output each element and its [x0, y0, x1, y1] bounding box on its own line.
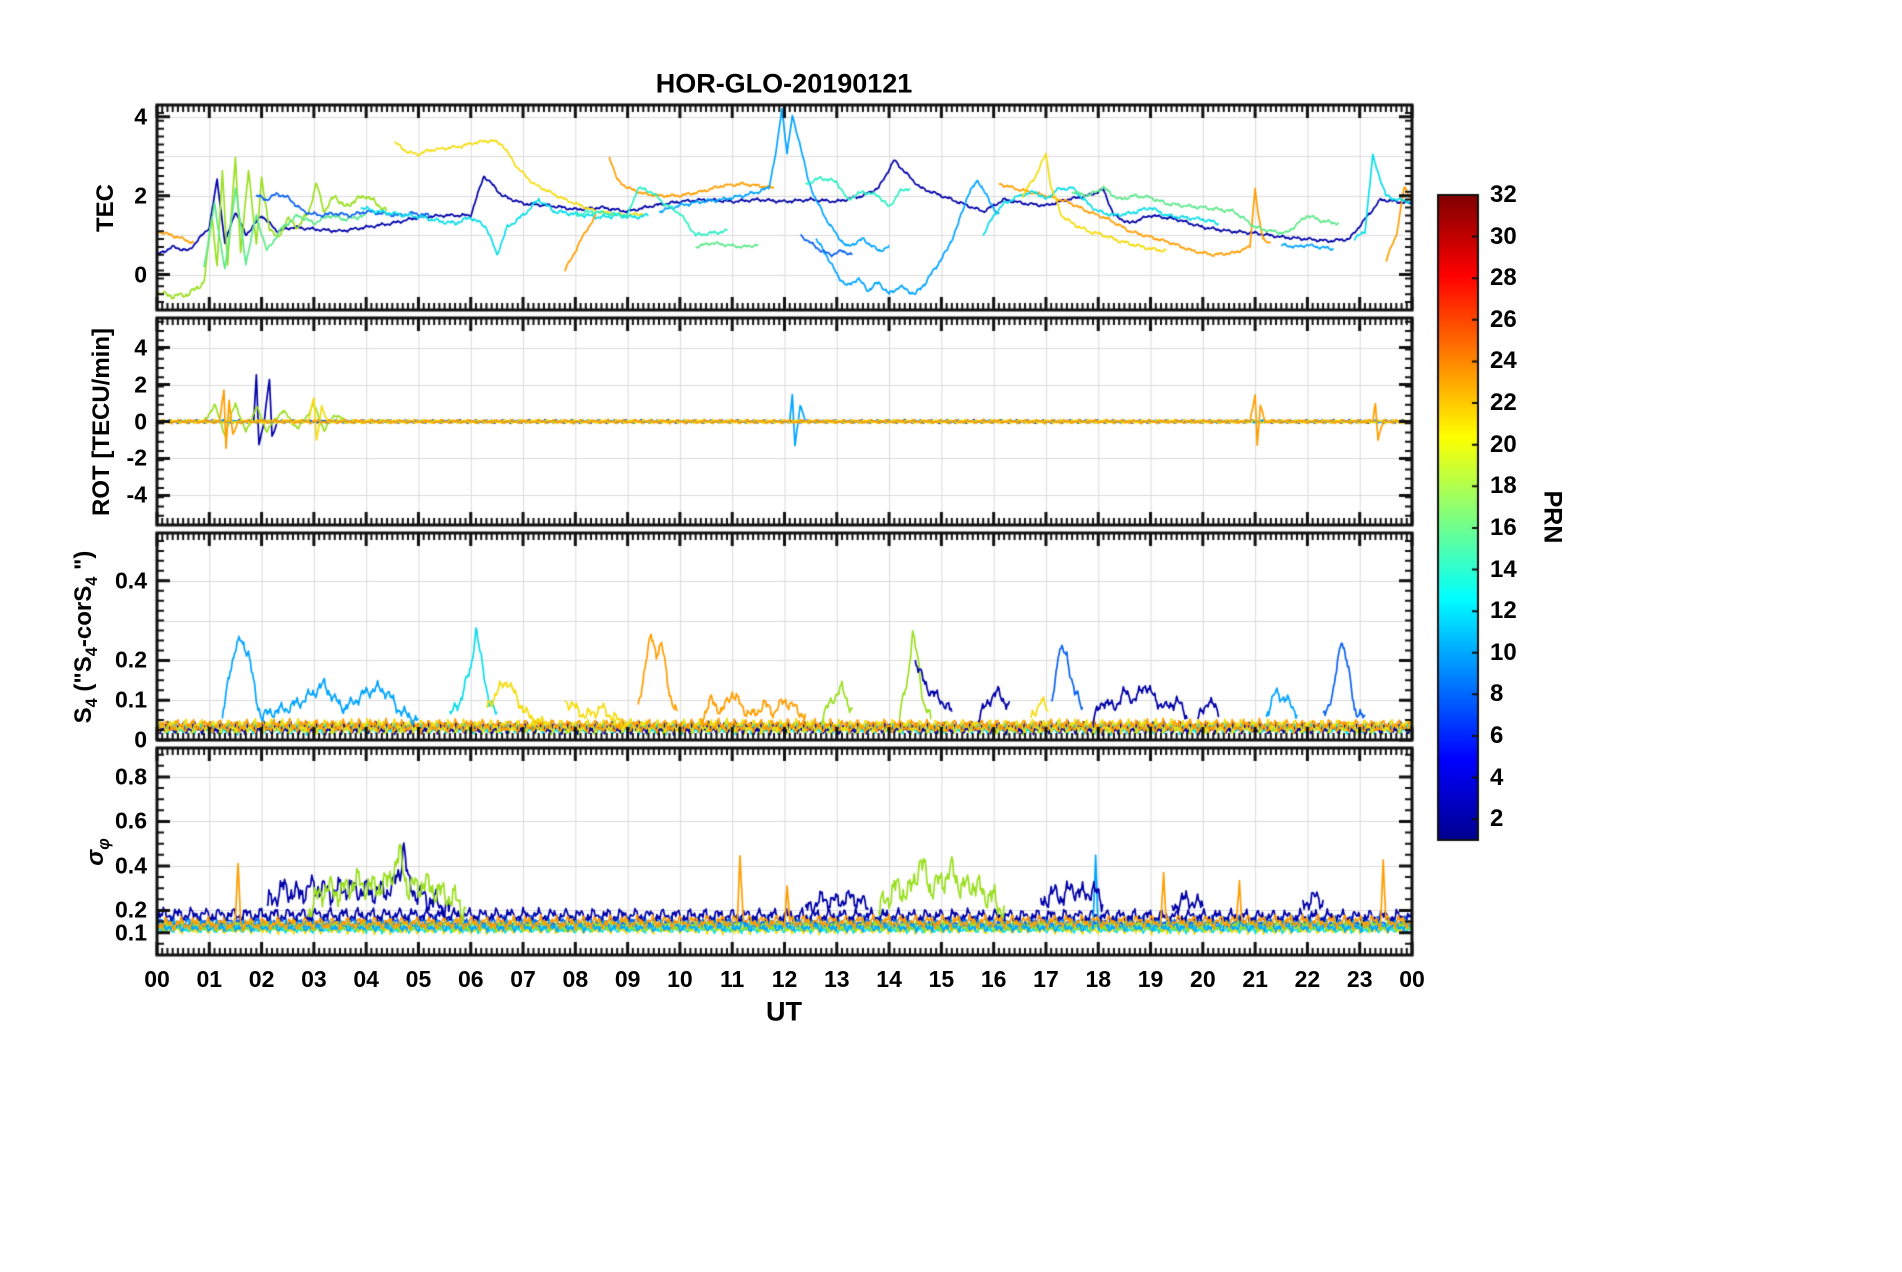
y-tick-label: 0.2	[115, 896, 147, 923]
y-tick-label: 0.6	[115, 807, 147, 834]
x-tick-label: 07	[510, 966, 536, 992]
x-tick-label: 06	[457, 966, 484, 992]
y-tick-label: 0.4	[115, 852, 147, 879]
y-tick-label: 0.1	[115, 686, 147, 713]
x-tick-label: 00	[1399, 966, 1425, 992]
y-axis-label-ROT: ROT [TECU/min]	[88, 327, 115, 516]
x-tick-label: 18	[1085, 966, 1112, 992]
x-tick-label: 03	[301, 966, 327, 992]
x-tick-label: 23	[1346, 966, 1373, 992]
x-tick-label: 17	[1033, 966, 1059, 992]
x-tick-label: 09	[614, 966, 641, 992]
x-tick-label: 16	[980, 966, 1007, 992]
x-axis-label: UT	[766, 996, 802, 1027]
colorbar-tick-label: 22	[1490, 389, 1517, 417]
colorbar-tick-label: 24	[1490, 347, 1517, 375]
colorbar-tick-label: 18	[1490, 472, 1517, 500]
y-tick-label: 0.8	[115, 763, 147, 790]
x-tick-label: 12	[771, 966, 798, 992]
x-tick-label: 15	[928, 966, 955, 992]
y-tick-label: -4	[126, 481, 147, 508]
colorbar-tick-label: 16	[1490, 513, 1517, 541]
y-tick-label: 0	[134, 726, 147, 753]
colorbar-tick-label: 32	[1490, 181, 1517, 208]
x-tick-label: 19	[1137, 966, 1164, 992]
y-tick-label: 4	[134, 103, 147, 130]
colorbar-tick-label: 12	[1490, 597, 1517, 625]
colorbar-tick-label: 6	[1490, 721, 1504, 749]
x-tick-label: 05	[405, 966, 432, 992]
y-tick-label: 0	[134, 408, 147, 434]
y-tick-label: 0.1	[115, 919, 147, 946]
colorbar-tick-label: 10	[1490, 638, 1517, 666]
x-tick-label: 20	[1190, 966, 1216, 992]
x-tick-label: 11	[720, 966, 745, 992]
colorbar-tick-label: 8	[1490, 680, 1504, 708]
y-axis-label-sigma_phi: σφ	[82, 837, 113, 866]
colorbar-tick-label: 4	[1490, 763, 1504, 791]
x-tick-label: 21	[1242, 966, 1268, 992]
y-tick-label: 2	[134, 182, 147, 209]
x-tick-label: 01	[196, 966, 223, 992]
y-tick-label: 0	[134, 261, 147, 288]
y-tick-label: 0.4	[115, 567, 147, 594]
y-tick-label: 2	[134, 371, 147, 398]
colorbar-label: PRN	[1538, 490, 1567, 544]
colorbar-tick-label: 26	[1490, 305, 1517, 333]
x-tick-label: 13	[823, 966, 850, 992]
y-tick-label: -2	[126, 444, 147, 471]
colorbar-tick-label: 30	[1490, 222, 1517, 250]
x-tick-label: 14	[876, 966, 902, 992]
x-tick-label: 08	[562, 966, 589, 992]
x-tick-label: 00	[144, 966, 170, 992]
x-tick-label: 10	[667, 966, 693, 992]
x-tick-label: 22	[1294, 966, 1321, 992]
y-axis-label-S4: S4 ("S4-corS4 ")	[70, 550, 101, 723]
y-axis-label-TEC: TEC	[92, 183, 119, 232]
y-tick-label: 4	[134, 334, 147, 361]
colorbar-tick-label: 20	[1490, 430, 1517, 458]
colorbar-tick-label: 2	[1490, 805, 1504, 833]
chart-title: HOR-GLO-20190121	[655, 68, 913, 99]
x-tick-label: 02	[248, 966, 275, 992]
colorbar-tick-label: 14	[1490, 555, 1517, 583]
x-tick-label: 04	[353, 966, 379, 992]
colorbar-tick-label: 28	[1490, 264, 1517, 292]
y-tick-label: 0.2	[115, 646, 147, 673]
